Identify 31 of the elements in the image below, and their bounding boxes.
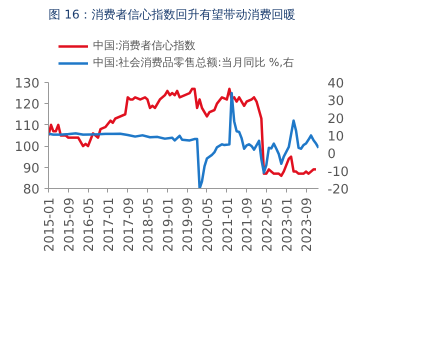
y2-tick-label: -20: [328, 182, 349, 198]
y2-tick-label: 40: [328, 76, 344, 92]
x-tick-label: 2023-09: [300, 197, 316, 252]
line-series: [48, 88, 318, 178]
x-tick-label: 2021-09: [240, 197, 256, 252]
y-tick-label: 90: [22, 161, 40, 176]
y-tick-label: 80: [22, 182, 40, 198]
y2-tick-label: 0: [328, 147, 336, 162]
x-tick-label: 2023-01: [280, 197, 296, 252]
y2-tick-label: -10: [328, 164, 349, 180]
x-tick-label: 2017-09: [122, 197, 137, 252]
x-tick-label: 2015-09: [62, 197, 78, 252]
x-tick-label: 2019-01: [161, 197, 176, 252]
y-tick-label: 100: [14, 140, 40, 156]
x-tick-label: 2017-01: [102, 197, 117, 252]
x-tick-label: 2016-05: [82, 197, 98, 252]
x-tick-label: 2019-09: [181, 197, 196, 252]
legend-label: 中国:社会消费品零售总额:当月同比 %,右: [93, 55, 294, 70]
x-tick-label: 2015-01: [42, 197, 58, 252]
legend-label: 中国:消费者信心指数: [93, 38, 196, 53]
y2-tick-label: 20: [328, 112, 344, 127]
y2-tick-label: 30: [328, 94, 344, 110]
y2-tick-label: 10: [328, 130, 344, 144]
chart-title: 图 16：消费者信心指数回升有望带动消费回暖: [48, 8, 296, 22]
x-tick-label: 2021-01: [220, 197, 236, 252]
y-tick-label: 120: [14, 98, 40, 113]
x-tick-label: 2018-05: [141, 197, 156, 252]
y-tick-label: 110: [14, 118, 40, 134]
x-tick-label: 2022-05: [260, 197, 276, 252]
x-tick-label: 2020-05: [200, 197, 216, 252]
y-tick-label: 130: [14, 76, 40, 92]
